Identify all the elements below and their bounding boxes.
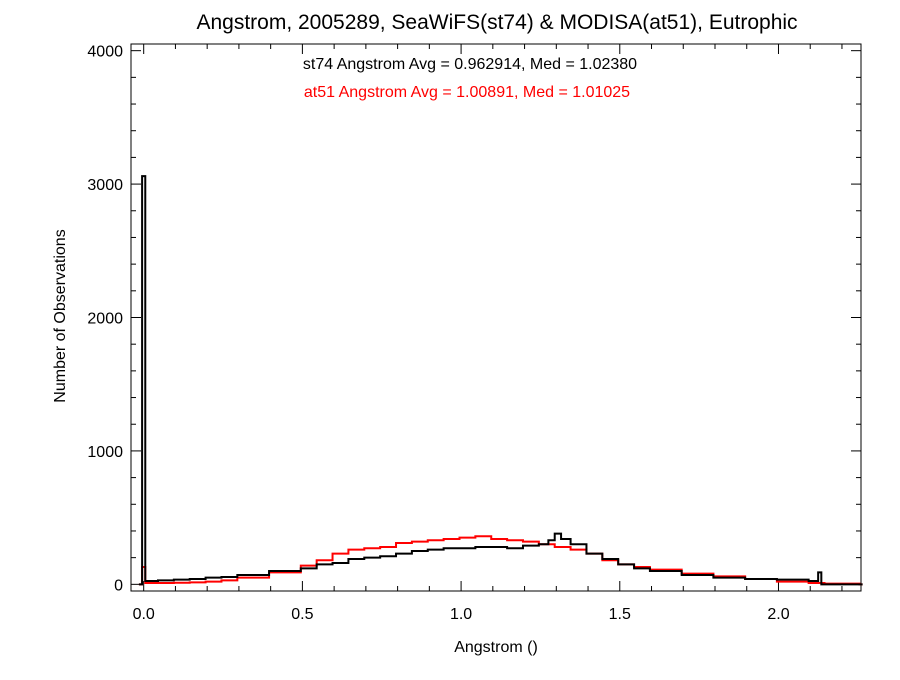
x-axis-label: Angstrom () <box>454 639 538 656</box>
axis-ticks: 0.0 0.5 1.0 1.5 2.0 0 1000 2000 3000 4000 <box>87 44 861 623</box>
x-tick-label: 1.0 <box>450 606 472 623</box>
series-line-at51 <box>138 535 863 586</box>
annotation-st74: st74 Angstrom Avg = 0.962914, Med = 1.02… <box>303 56 637 73</box>
y-tick-label: 1000 <box>87 444 123 461</box>
series-line-st74 <box>138 175 863 586</box>
x-tick-label: 0.0 <box>133 606 155 623</box>
x-tick-label: 2.0 <box>767 606 789 623</box>
y-tick-label: 4000 <box>87 44 123 61</box>
series-layer <box>138 175 863 586</box>
y-tick-label: 3000 <box>87 177 123 194</box>
y-tick-label: 0 <box>114 577 123 594</box>
x-tick-label: 1.5 <box>609 606 631 623</box>
y-axis-label: Number of Observations <box>52 229 69 402</box>
y-tick-label: 2000 <box>87 311 123 328</box>
x-tick-label: 0.5 <box>291 606 313 623</box>
chart-title: Angstrom, 2005289, SeaWiFS(st74) & MODIS… <box>196 11 797 34</box>
annotation-at51: at51 Angstrom Avg = 1.00891, Med = 1.010… <box>304 84 630 101</box>
plot-frame <box>130 43 862 592</box>
